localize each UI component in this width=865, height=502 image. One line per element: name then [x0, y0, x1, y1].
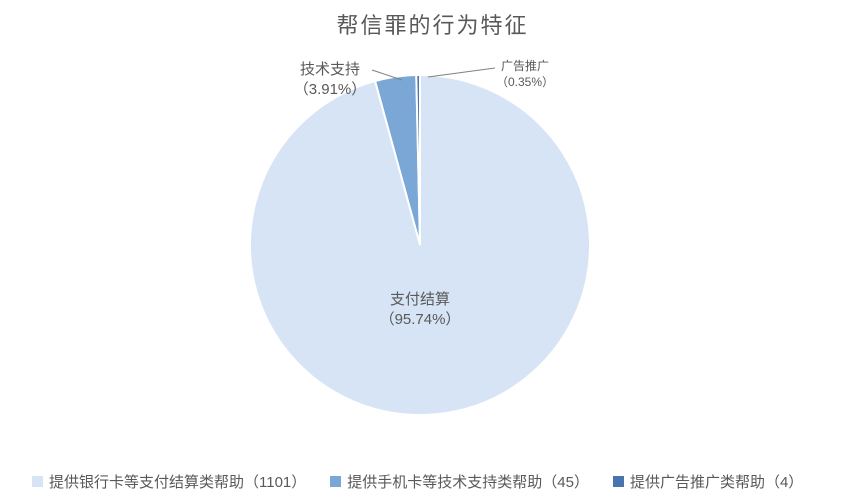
pie-svg	[0, 0, 865, 502]
legend-item-2: 提供广告推广类帮助（4）	[613, 471, 803, 492]
label-payment-percent: （95.74%）	[380, 310, 461, 330]
pie-slices	[250, 75, 590, 415]
legend-text-0: 提供银行卡等支付结算类帮助（1101）	[49, 471, 306, 492]
legend-item-0: 提供银行卡等支付结算类帮助（1101）	[32, 471, 306, 492]
pie-chart: 帮信罪的行为特征 支付结算（95.74%）技术支持（3.91%）广告推广（0.3…	[0, 0, 865, 502]
legend-swatch-0	[32, 476, 43, 487]
label-payment-name: 支付结算	[380, 290, 461, 310]
leader-ad	[428, 68, 495, 77]
label-tech-percent: （3.91%）	[294, 80, 367, 100]
label-ad: 广告推广（0.35%）	[496, 58, 554, 90]
label-payment: 支付结算（95.74%）	[380, 290, 461, 331]
legend: 提供银行卡等支付结算类帮助（1101） 提供手机卡等技术支持类帮助（45） 提供广告…	[32, 471, 833, 492]
label-tech-name: 技术支持	[294, 60, 367, 80]
legend-text-2: 提供广告推广类帮助（4）	[630, 471, 803, 492]
label-ad-name: 广告推广	[496, 58, 554, 74]
legend-swatch-2	[613, 476, 624, 487]
legend-swatch-1	[330, 476, 341, 487]
label-ad-percent: （0.35%）	[496, 74, 554, 90]
legend-item-1: 提供手机卡等技术支持类帮助（45）	[330, 471, 589, 492]
slice-payment	[250, 75, 590, 415]
legend-text-1: 提供手机卡等技术支持类帮助（45）	[347, 471, 589, 492]
label-tech: 技术支持（3.91%）	[294, 60, 367, 101]
